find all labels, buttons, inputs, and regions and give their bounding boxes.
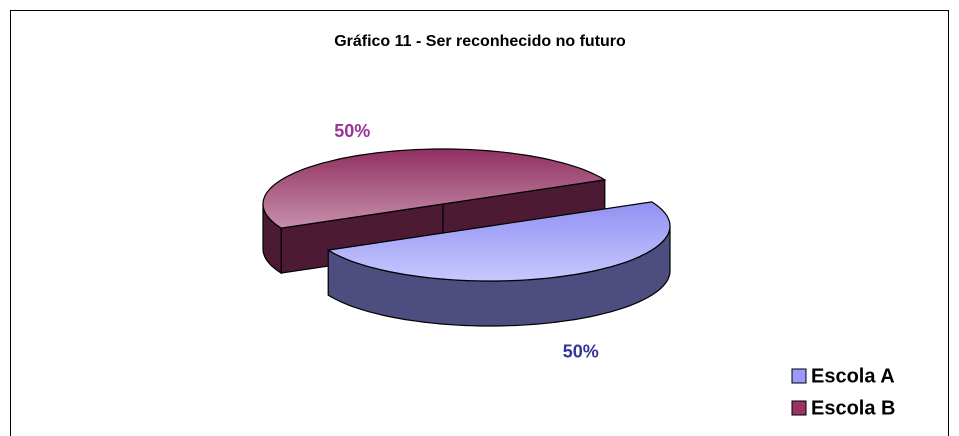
- legend-label: Escola A: [811, 365, 895, 387]
- data-label: 50%: [334, 121, 370, 141]
- legend-swatch: [791, 368, 807, 384]
- legend-label: Escola B: [811, 397, 895, 419]
- data-label: 50%: [563, 342, 599, 362]
- chart-title: Gráfico 11 - Ser reconhecido no futuro: [334, 33, 626, 50]
- slice: [326, 201, 671, 282]
- legend-swatch: [791, 400, 807, 416]
- slice: [262, 148, 607, 229]
